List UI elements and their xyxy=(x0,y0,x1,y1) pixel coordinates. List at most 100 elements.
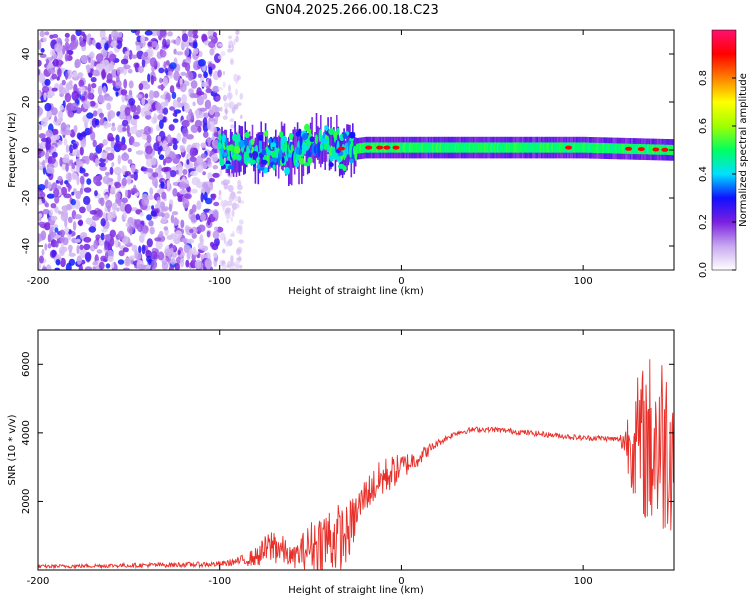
band-cell xyxy=(307,151,312,157)
noise-cell xyxy=(150,210,157,217)
noise-cell xyxy=(143,125,152,136)
noise-cell xyxy=(47,234,52,243)
noise-cell xyxy=(218,195,222,201)
noise-cell xyxy=(180,39,186,50)
noise-cell xyxy=(217,86,223,91)
noise-cell xyxy=(115,40,123,50)
noise-cell xyxy=(51,73,58,80)
band-cell xyxy=(232,154,238,160)
spectrogram-frame xyxy=(37,29,675,271)
noise-cell xyxy=(207,159,211,165)
noise-cell xyxy=(105,263,111,269)
band-cell xyxy=(250,136,252,163)
band-cell xyxy=(317,126,319,160)
noise-cell xyxy=(207,172,213,180)
noise-cell xyxy=(222,263,227,270)
band-cell xyxy=(221,134,226,143)
noise-cell xyxy=(88,72,93,78)
noise-cell xyxy=(121,94,126,103)
noise-cell xyxy=(117,31,123,38)
band-cell xyxy=(227,165,235,170)
y-tick-label: 6000 xyxy=(21,352,32,377)
band-cell xyxy=(288,133,293,141)
noise-cell xyxy=(193,47,199,55)
noise-cell xyxy=(202,117,208,126)
noise-cell xyxy=(98,143,104,149)
noise-cell xyxy=(122,127,127,132)
noise-cell xyxy=(38,72,46,83)
noise-cell xyxy=(230,124,235,129)
noise-cell xyxy=(40,48,45,53)
noise-cell xyxy=(114,79,122,89)
noise-cell xyxy=(159,145,163,152)
band-cell xyxy=(295,146,299,152)
noise-cell xyxy=(64,53,69,62)
noise-cell xyxy=(80,31,85,37)
noise-cell xyxy=(187,30,193,37)
noise-cell xyxy=(173,71,180,81)
band-cell xyxy=(324,125,329,131)
noise-cell xyxy=(54,195,60,204)
noise-cell xyxy=(179,145,186,153)
noise-cell xyxy=(89,126,93,134)
noise-cell xyxy=(190,112,194,121)
noise-cell xyxy=(127,216,134,227)
noise-cell xyxy=(100,218,106,227)
noise-cell xyxy=(117,199,122,207)
noise-cell xyxy=(213,132,220,138)
noise-cell xyxy=(104,194,109,200)
noise-cell xyxy=(111,122,115,127)
noise-cell xyxy=(144,93,149,99)
noise-cell xyxy=(54,42,62,53)
noise-cell xyxy=(154,237,162,242)
noise-cell xyxy=(76,255,83,265)
noise-cell xyxy=(38,213,43,218)
noise-cell xyxy=(54,267,60,270)
noise-cell xyxy=(190,80,198,89)
band-cell xyxy=(249,153,253,159)
noise-cell xyxy=(106,102,112,111)
noise-cell xyxy=(144,30,153,36)
noise-cell xyxy=(175,51,184,56)
noise-cell xyxy=(114,166,122,176)
noise-cell xyxy=(202,171,206,176)
noise-cell xyxy=(149,90,155,100)
noise-cell xyxy=(148,220,154,227)
noise-cell xyxy=(141,244,146,255)
noise-cell xyxy=(93,110,98,117)
noise-cell xyxy=(44,102,52,112)
noise-cell xyxy=(182,169,188,175)
colorbar-tick-label: 0.6 xyxy=(698,118,709,134)
band-cell xyxy=(226,145,233,151)
noise-cell xyxy=(145,145,153,155)
noise-cell xyxy=(202,92,208,100)
noise-cell xyxy=(132,115,140,120)
noise-cell xyxy=(55,259,61,266)
noise-cell xyxy=(172,188,178,197)
noise-cell xyxy=(104,243,109,251)
colorbar-tick-label: 0.8 xyxy=(698,70,709,86)
noise-cell xyxy=(172,137,177,144)
noise-cell xyxy=(145,249,150,255)
noise-cell xyxy=(174,230,183,239)
noise-cell xyxy=(161,217,167,224)
snr-frame xyxy=(37,329,675,571)
noise-cell xyxy=(130,188,138,194)
noise-cell xyxy=(152,90,160,98)
snr-ylabel: SNR (10 * v/v) xyxy=(7,414,18,485)
noise-cell xyxy=(117,173,121,184)
noise-cell xyxy=(98,162,106,168)
noise-cell xyxy=(184,62,191,72)
noise-cell xyxy=(44,202,50,208)
noise-cell xyxy=(70,40,78,50)
noise-cell xyxy=(192,246,197,256)
peak-cell xyxy=(383,145,391,150)
noise-cell xyxy=(220,51,226,57)
band-cell xyxy=(349,158,354,164)
noise-cell xyxy=(184,193,192,200)
noise-cell xyxy=(48,209,54,217)
band-cell xyxy=(332,152,339,161)
noise-cell xyxy=(106,73,113,83)
noise-cell xyxy=(188,88,194,93)
noise-cell xyxy=(235,248,241,256)
